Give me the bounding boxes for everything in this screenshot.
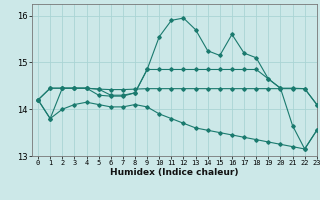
X-axis label: Humidex (Indice chaleur): Humidex (Indice chaleur): [110, 168, 239, 177]
